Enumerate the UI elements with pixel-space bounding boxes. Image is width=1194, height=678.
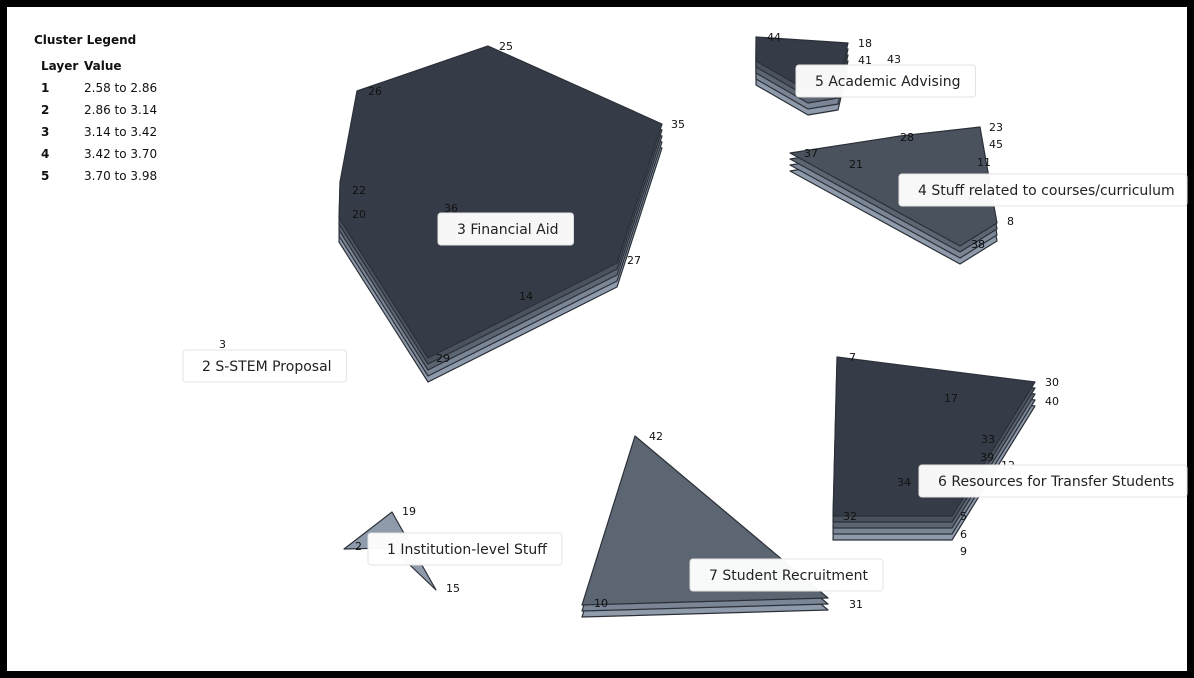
legend-layer-value: 2.58 to 2.86 bbox=[84, 81, 157, 95]
point-label: 19 bbox=[402, 505, 416, 518]
legend-layer-value: 3.70 to 3.98 bbox=[84, 169, 157, 183]
legend-layer-number: 2 bbox=[41, 103, 49, 117]
cluster-label-text: 6 Resources for Transfer Students bbox=[938, 474, 1174, 490]
point-label: 17 bbox=[944, 392, 958, 405]
cluster-label-text: 3 Financial Aid bbox=[457, 222, 558, 238]
legend-header-layer: Layer bbox=[41, 59, 78, 73]
point-label: 27 bbox=[627, 254, 641, 267]
cluster-labels: 1 Institution-level Stuff 2 S-STEM Propos… bbox=[182, 64, 1188, 592]
point-label: 5 bbox=[960, 510, 967, 523]
point-label: 32 bbox=[843, 510, 857, 523]
point-label: 30 bbox=[1045, 376, 1059, 389]
cluster-label-box bbox=[898, 173, 1188, 207]
point-label: 42 bbox=[649, 430, 663, 443]
point-label: 21 bbox=[849, 158, 863, 171]
point-label: 36 bbox=[444, 202, 458, 215]
cluster-label-text: 7 Student Recruitment bbox=[709, 568, 868, 584]
point-label: 10 bbox=[594, 597, 608, 610]
cluster-label-box bbox=[795, 64, 976, 98]
cluster-label-text: 1 Institution-level Stuff bbox=[387, 542, 547, 558]
point-label: 9 bbox=[960, 545, 967, 558]
cluster-label-text: 4 Stuff related to courses/curriculum bbox=[918, 183, 1175, 199]
point-label: 3 bbox=[219, 338, 226, 351]
cluster-label-box bbox=[437, 212, 574, 246]
cluster-label-c4: 4 Stuff related to courses/curriculum bbox=[898, 173, 1188, 207]
point-label: 8 bbox=[1007, 215, 1014, 228]
point-label: 2 bbox=[355, 540, 362, 553]
point-label: 33 bbox=[981, 433, 995, 446]
cluster-label-box bbox=[689, 558, 884, 592]
point-label: 34 bbox=[897, 476, 911, 489]
cluster-layer-5 bbox=[338, 45, 663, 359]
cluster-label-c6: 6 Resources for Transfer Students bbox=[918, 464, 1188, 498]
point-labels: 2356789101112141517181920212223252627282… bbox=[219, 31, 1059, 611]
legend-layer-number: 1 bbox=[41, 81, 49, 95]
point-label: 40 bbox=[1045, 395, 1059, 408]
cluster-label-box bbox=[182, 349, 348, 383]
legend-layer-value: 3.14 to 3.42 bbox=[84, 125, 157, 139]
point-label: 26 bbox=[368, 85, 382, 98]
point-label: 28 bbox=[900, 131, 914, 144]
point-label: 14 bbox=[519, 290, 533, 303]
legend-header-value: Value bbox=[84, 59, 122, 73]
cluster-polygons bbox=[338, 36, 1036, 618]
cluster-label-box bbox=[367, 532, 563, 566]
point-label: 7 bbox=[849, 351, 856, 364]
point-label: 31 bbox=[849, 598, 863, 611]
cluster-polygon-c4 bbox=[789, 126, 998, 265]
point-label: 22 bbox=[352, 184, 366, 197]
cluster-legend: Cluster Legend Layer Value 1 2.58 to 2.8… bbox=[34, 33, 157, 183]
cluster-label-c1: 1 Institution-level Stuff bbox=[367, 532, 563, 566]
point-label: 39 bbox=[980, 451, 994, 464]
point-label: 45 bbox=[989, 138, 1003, 151]
cluster-label-text: 2 S-STEM Proposal bbox=[202, 359, 332, 375]
point-label: 37 bbox=[804, 147, 818, 160]
point-label: 18 bbox=[858, 37, 872, 50]
legend-layer-value: 3.42 to 3.70 bbox=[84, 147, 157, 161]
cluster-label-text: 5 Academic Advising bbox=[815, 74, 960, 90]
point-label: 29 bbox=[436, 352, 450, 365]
point-label: 23 bbox=[989, 121, 1003, 134]
cluster-label-c5: 5 Academic Advising bbox=[795, 64, 976, 98]
legend-layer-number: 5 bbox=[41, 169, 49, 183]
legend-layer-value: 2.86 to 3.14 bbox=[84, 103, 157, 117]
point-label: 38 bbox=[971, 238, 985, 251]
cluster-label-c3: 3 Financial Aid bbox=[437, 212, 574, 246]
cluster-label-c7: 7 Student Recruitment bbox=[689, 558, 884, 592]
point-label: 43 bbox=[887, 53, 901, 66]
point-label: 11 bbox=[977, 156, 991, 169]
point-label: 15 bbox=[446, 582, 460, 595]
cluster-polygon-c6 bbox=[832, 356, 1036, 541]
cluster-label-box bbox=[918, 464, 1188, 498]
legend-layer-number: 3 bbox=[41, 125, 49, 139]
point-label: 35 bbox=[671, 118, 685, 131]
cluster-label-c2: 2 S-STEM Proposal bbox=[182, 349, 348, 383]
point-label: 44 bbox=[767, 31, 781, 44]
legend-title: Cluster Legend bbox=[34, 33, 136, 47]
point-label: 25 bbox=[499, 40, 513, 53]
point-label: 41 bbox=[858, 54, 872, 67]
legend-layer-number: 4 bbox=[41, 147, 49, 161]
cluster-layer-5 bbox=[832, 356, 1036, 517]
point-label: 20 bbox=[352, 208, 366, 221]
point-label: 6 bbox=[960, 528, 967, 541]
